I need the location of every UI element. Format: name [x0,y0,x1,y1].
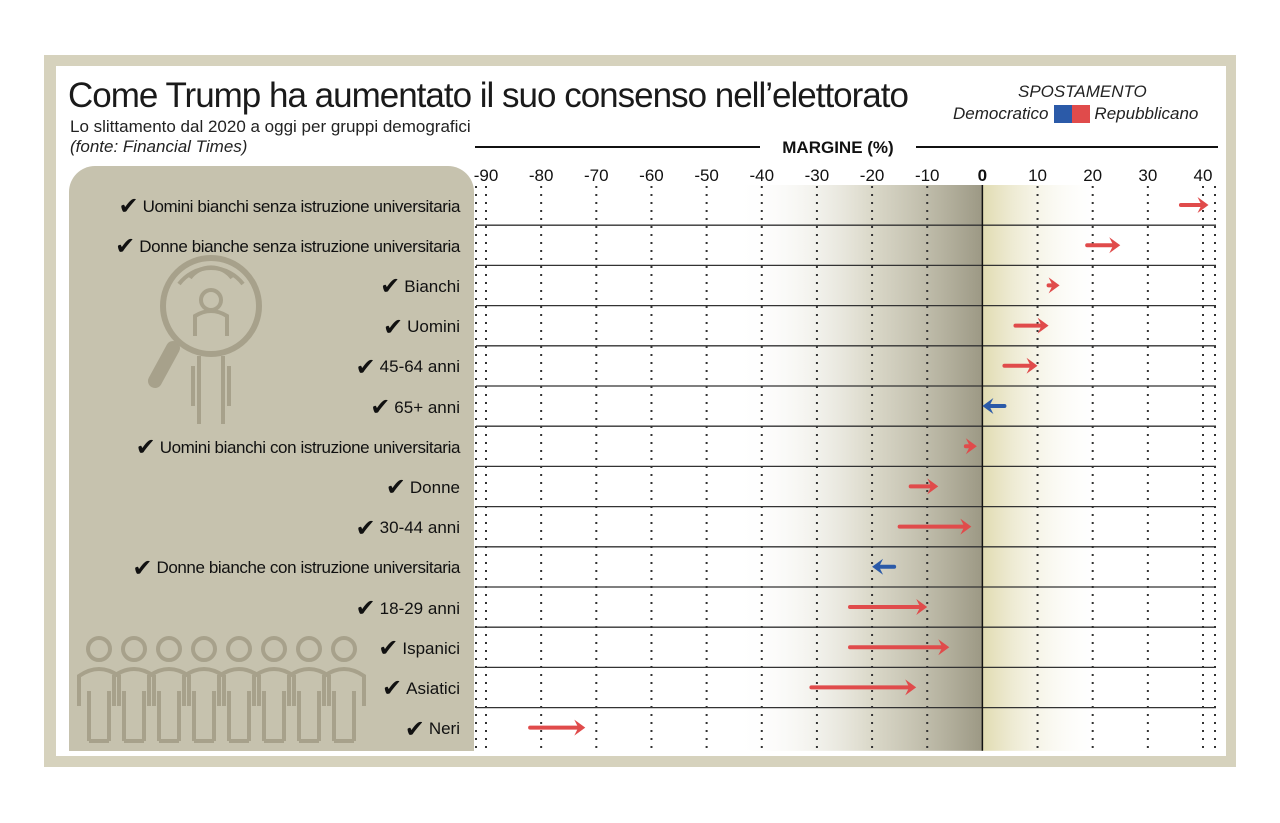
check-icon: ✔ [404,715,425,743]
check-icon: ✔ [355,514,376,542]
row-label: ✔ Ispanici [378,634,460,663]
check-icon: ✔ [118,193,139,220]
shift-arrow-head [965,438,977,455]
row-label: ✔ Donne bianche con istruzione universita… [132,554,460,583]
legend-democratic-label: Democratico [953,104,1049,123]
row-label-text: Donne bianche con istruzione universitar… [156,558,460,578]
x-tick-label: 0 [978,166,987,185]
legend-republican-label: Repubblicano [1094,104,1199,123]
check-icon: ✔ [355,353,376,381]
x-tick-label: -10 [915,166,940,185]
row-label: ✔ 45-64 anni [356,353,460,382]
check-icon: ✔ [115,233,136,261]
row-label: ✔ Donne bianche senza istruzione universi… [115,232,460,261]
x-tick-label: 20 [1083,166,1102,185]
x-tick-label: -40 [749,166,774,185]
x-tick-label: 30 [1138,166,1157,185]
label-panel [69,166,474,751]
x-tick-label: -20 [860,166,885,185]
x-tick-label: -80 [529,166,554,185]
row-label: ✔ Uomini bianchi senza istruzione univers… [118,192,460,221]
row-label-text: Ispanici [402,638,460,658]
shading-band-left [734,185,983,751]
legend-title: SPOSTAMENTO [1018,82,1147,101]
shift-arrow-head [1109,237,1121,254]
check-icon: ✔ [135,434,156,462]
row-label-text: Donne [409,477,460,497]
row-label-text: Asiatici [406,678,460,698]
row-label: ✔ Uomini bianchi con istruzione universit… [135,433,461,462]
shift-arrow-head [1026,357,1038,374]
shift-arrow-head [916,599,928,615]
shift-arrow-head [960,518,972,535]
x-tick-label: -70 [584,166,609,185]
legend: Democratico Repubblicano [953,104,1198,124]
shift-arrow-head [1037,317,1049,334]
source-note: (fonte: Financial Times) [70,137,248,156]
row-label: ✔ 18-29 anni [356,594,460,623]
row-label: ✔ 30-44 anni [356,514,460,543]
check-icon: ✔ [380,273,401,301]
shift-arrow-head [1197,197,1209,213]
subtitle-text: Lo slittamento dal 2020 a oggi per grupp… [70,117,471,136]
shift-arrow-head [574,719,586,736]
x-tick-label: 40 [1194,166,1213,185]
x-tick-label: -30 [805,166,830,185]
check-icon: ✔ [370,394,391,421]
check-icon: ✔ [382,675,403,703]
row-label-text: Neri [428,719,460,739]
row-label: ✔ Neri [405,715,460,744]
chart-title: Come Trump ha aumentato il suo consenso … [68,76,909,115]
check-icon: ✔ [355,595,376,622]
x-tick-label: -60 [639,166,664,185]
x-tick-label: -90 [474,166,499,185]
shift-arrow-head [872,558,884,575]
check-icon: ✔ [385,474,406,502]
row-label-text: 45-64 anni [379,357,460,377]
row-label-text: 65+ anni [394,397,460,417]
row-label: ✔ Donne [386,473,460,502]
row-label: ✔ Asiatici [382,674,460,703]
check-icon: ✔ [378,635,399,663]
row-label-text: 30-44 anni [379,518,460,538]
legend-democratic-swatch [1054,105,1073,123]
shift-arrow-head [1048,277,1060,294]
x-tick-label: -50 [694,166,719,185]
magnifier-person-icon [148,255,262,424]
row-label-text: Uomini [407,317,460,337]
row-label-text: Bianchi [404,276,460,296]
x-axis-label: MARGINE (%) [782,138,893,157]
row-label: ✔ Uomini [383,313,460,342]
shift-arrow-head [927,478,939,495]
chart-subtitle: Lo slittamento dal 2020 a oggi per grupp… [70,117,490,157]
check-icon: ✔ [132,554,153,582]
shift-arrow-head [938,639,950,656]
row-label-text: Donne bianche senza istruzione universit… [139,236,460,256]
crowd-icon [77,636,366,743]
row-label: ✔ 65+ anni [370,393,460,422]
row-label-text: Uomini bianchi senza istruzione universi… [142,196,461,216]
row-label-text: Uomini bianchi con istruzione universita… [159,437,461,457]
check-icon: ✔ [382,313,404,341]
shift-arrow-head [982,398,994,414]
legend-republican-swatch [1072,105,1091,123]
x-tick-label: 10 [1028,166,1047,185]
shift-arrow-head [905,679,917,696]
shading-band-right [982,185,1104,751]
row-label: ✔ Bianchi [380,272,460,301]
row-label-text: 18-29 anni [379,598,460,618]
